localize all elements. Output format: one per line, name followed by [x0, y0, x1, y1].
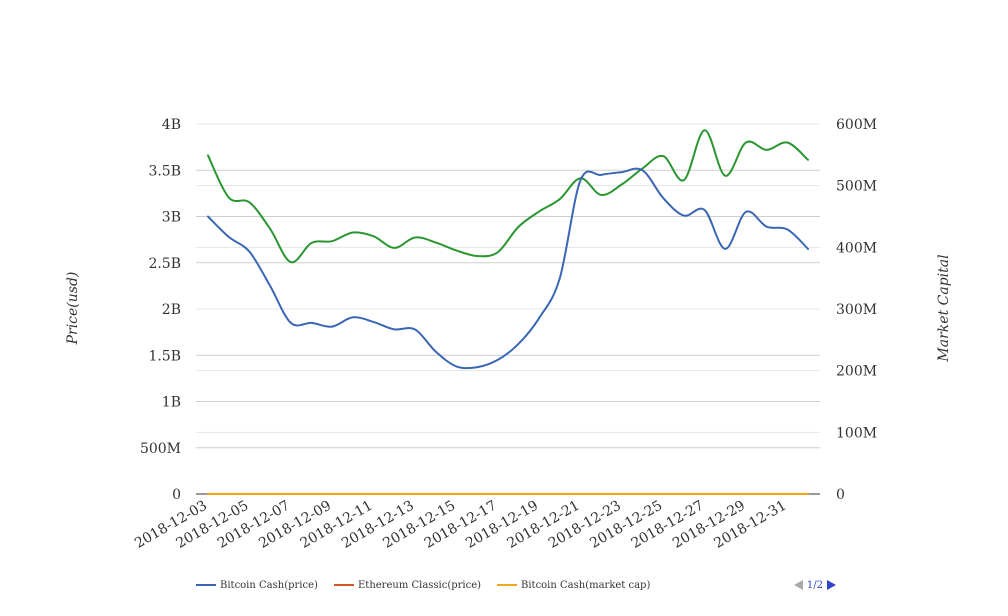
x-axis: 2018-12-032018-12-052018-12-072018-12-09… [132, 498, 789, 552]
right-y-tick-label: 0 [836, 487, 845, 503]
right-y-tick-label: 600M [836, 117, 877, 133]
legend-swatch [334, 584, 354, 586]
left-y-tick-label: 2.5B [148, 256, 181, 272]
legend-swatch [196, 584, 216, 586]
left-y-tick-label: 0 [172, 487, 181, 503]
left-y-tick-label: 2B [162, 302, 181, 318]
left-y-tick-label: 1B [162, 395, 181, 411]
legend-pager: 1/2 [793, 576, 836, 594]
pager-page-indicator: 1/2 [806, 579, 823, 591]
legend-item-ethereum-classic-price[interactable]: Ethereum Classic(price) [334, 576, 481, 594]
left-y-tick-label: 3.5B [148, 163, 181, 179]
left-y-tick-label: 500M [140, 441, 181, 457]
legend-label: Bitcoin Cash(market cap) [521, 579, 651, 591]
legend-label: Ethereum Classic(price) [358, 579, 482, 591]
right-y-axis-title: Market Capital [936, 254, 952, 362]
right-y-axis: 0 100M 200M 300M 400M 500M 600M [836, 117, 877, 503]
series-lines [207, 129, 809, 495]
pager-next-arrow-icon[interactable] [827, 580, 836, 590]
right-y-tick-label: 100M [836, 425, 877, 441]
left-y-tick-label: 1.5B [148, 348, 181, 364]
right-y-tick-label: 200M [836, 364, 877, 380]
grid-lines [196, 123, 820, 495]
legend-item-bitcoin-cash-market-cap[interactable]: Bitcoin Cash(market cap) [497, 576, 650, 594]
left-y-tick-label: 4B [162, 117, 181, 133]
left-y-tick-label: 3B [162, 210, 181, 226]
legend-swatch [497, 584, 517, 586]
legend-label: Bitcoin Cash(price) [220, 579, 318, 591]
right-y-tick-label: 300M [836, 302, 877, 318]
series-line-series-3 [207, 129, 809, 264]
right-y-tick-label: 500M [836, 179, 877, 195]
left-y-axis-title: Price(usd) [65, 272, 81, 346]
right-y-tick-label: 400M [836, 240, 877, 256]
left-y-axis: 0 500M 1B 1.5B 2B 2.5B 3B 3.5B 4B [140, 117, 181, 503]
series-line-bitcoin-cash-price [207, 167, 809, 370]
legend-item-bitcoin-cash-price[interactable]: Bitcoin Cash(price) [196, 576, 318, 594]
legend: Bitcoin Cash(price) Ethereum Classic(pri… [196, 576, 836, 594]
pager-prev-arrow-icon[interactable] [793, 580, 803, 590]
